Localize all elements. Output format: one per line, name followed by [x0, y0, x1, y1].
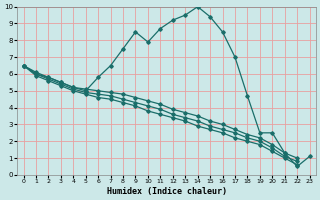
- X-axis label: Humidex (Indice chaleur): Humidex (Indice chaleur): [107, 187, 227, 196]
